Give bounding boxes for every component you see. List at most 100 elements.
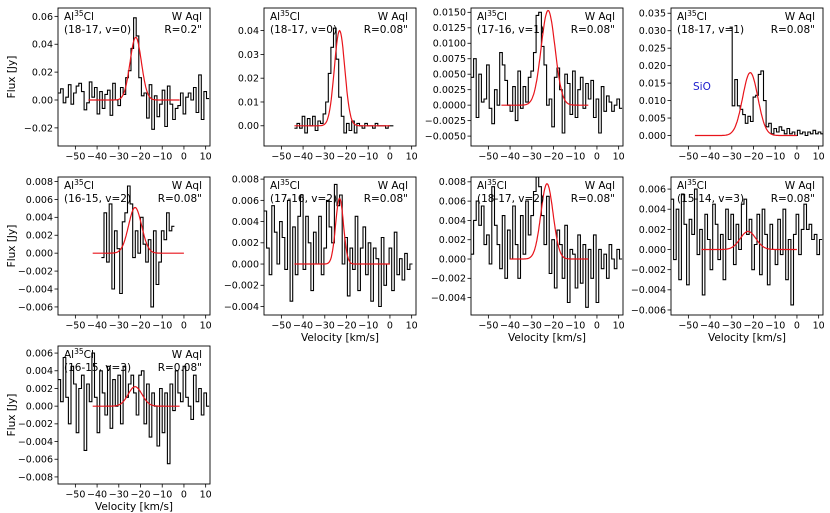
model-fit-line: [294, 197, 390, 265]
x-tick-label: −50: [271, 152, 291, 163]
y-axis-label: Flux [Jy]: [6, 225, 18, 268]
y-tick-label: 0.02: [238, 74, 259, 85]
spectrum-panel-1: −50 −40 −30 −20 −10 0 10 −0.02 0.00 0.02 0.04 0.06 A…: [6, 7, 212, 163]
x-tick-label: −40: [293, 321, 313, 332]
y-tick-label: −0.002: [431, 274, 466, 285]
y-tick-label: 0.005: [639, 113, 666, 124]
y-axis-label: Flux [Jy]: [6, 56, 18, 99]
y-axis-label: Flux [Jy]: [6, 394, 18, 437]
observed-spectrum-line: [58, 17, 210, 130]
transition-label: (18-17, v=0): [64, 24, 131, 36]
y-tick-label: 0.0000: [433, 101, 466, 112]
x-tick-label: −10: [152, 321, 172, 332]
molecule-element: Al: [677, 11, 687, 23]
transition-label: (18-17, v=0): [270, 24, 337, 36]
y-tick-label: 0.006: [439, 197, 466, 208]
observed-spectrum-line: [471, 177, 623, 308]
y-tick-label: 0.008: [26, 177, 53, 188]
x-tick-label: −40: [500, 321, 520, 332]
star-label: W Aql: [585, 11, 615, 23]
molecule-element: Cl: [84, 11, 94, 23]
molecule-label: Al35Cl: [270, 9, 300, 23]
y-tick-label: 0.006: [639, 184, 666, 195]
model-fit-line: [92, 206, 184, 254]
model-fit-line: [701, 230, 797, 251]
x-tick-label: −30: [522, 321, 542, 332]
aperture-label: R=0.08": [571, 193, 615, 205]
x-tick-label: 10: [200, 490, 212, 501]
aperture-label: R=0.08": [364, 24, 408, 36]
molecule-label: Al35Cl: [64, 347, 94, 361]
isotope-superscript: 35: [74, 178, 84, 187]
x-tick-label: −10: [152, 490, 172, 501]
x-tick-label: −40: [87, 321, 107, 332]
x-tick-label: −50: [678, 321, 698, 332]
x-tick-label: 10: [613, 152, 625, 163]
x-tick-label: 10: [200, 321, 212, 332]
molecule-element: Cl: [290, 11, 300, 23]
observed-spectrum-line: [294, 27, 394, 134]
molecule-element: Cl: [697, 11, 707, 23]
y-tick-label: 0.000: [439, 254, 466, 265]
isotope-superscript: 35: [74, 9, 84, 18]
axes-frame: [670, 7, 824, 147]
y-tick-label: 0.000: [26, 249, 53, 260]
y-tick-label: 0.004: [639, 205, 666, 216]
x-tick-label: −50: [65, 490, 85, 501]
x-tick-label: −30: [109, 490, 129, 501]
y-tick-label: 0.000: [639, 131, 666, 142]
x-tick-label: −40: [700, 321, 720, 332]
x-tick-label: −20: [743, 321, 763, 332]
x-tick-label: −20: [336, 321, 356, 332]
observed-spectrum-line: [729, 26, 823, 137]
y-tick-label: 0.002: [26, 231, 53, 242]
y-tick-label: −0.008: [18, 472, 53, 483]
molecule-element: Al: [64, 349, 74, 361]
molecule-element: Cl: [84, 349, 94, 361]
y-tick-label: −0.006: [631, 305, 666, 316]
y-tick-label: 0.000: [639, 245, 666, 256]
x-tick-label: −40: [700, 152, 720, 163]
spectrum-panel-4: −50 −40 −30 −20 −10 0 10 0.000 0.005 0.010 0.015 0.…: [639, 7, 825, 163]
sio-annotation: SiO: [693, 81, 711, 93]
y-tick-label: 0.004: [26, 366, 53, 377]
isotope-superscript: 35: [687, 9, 697, 18]
aperture-label: R=0.08": [771, 193, 815, 205]
y-tick-label: −0.004: [18, 437, 53, 448]
y-tick-label: 0.06: [32, 12, 53, 23]
y-tick-label: −0.004: [224, 302, 259, 313]
x-tick-label: −30: [315, 152, 335, 163]
x-tick-label: −10: [565, 152, 585, 163]
x-tick-label: 0: [794, 321, 800, 332]
isotope-superscript: 35: [487, 9, 497, 18]
y-tick-label: 0.004: [232, 217, 259, 228]
y-tick-label: −0.006: [18, 302, 53, 313]
axes-frame: [470, 176, 624, 316]
x-tick-label: −20: [743, 152, 763, 163]
x-tick-label: −50: [678, 152, 698, 163]
y-tick-label: −0.02: [24, 123, 53, 134]
transition-label: (18-17, v=1): [677, 24, 744, 36]
molecule-element: Cl: [697, 180, 707, 192]
y-tick-label: 0.025: [639, 44, 666, 55]
x-tick-label: 0: [181, 321, 187, 332]
y-tick-label: 0.04: [32, 40, 53, 51]
x-tick-label: 10: [406, 152, 418, 163]
x-tick-label: 0: [594, 321, 600, 332]
x-tick-label: 0: [594, 152, 600, 163]
aperture-label: R=0.08": [571, 24, 615, 36]
transition-label: (16-15, v=2): [64, 193, 131, 205]
molecule-label: Al35Cl: [270, 178, 300, 192]
isotope-superscript: 35: [280, 178, 290, 187]
molecule-element: Al: [477, 180, 487, 192]
molecule-label: Al35Cl: [677, 9, 707, 23]
y-tick-label: −0.002: [18, 266, 53, 277]
molecule-element: Cl: [290, 180, 300, 192]
spectrum-panel-2: −50 −40 −30 −20 −10 0 10 0.00 0.01 0.02 0.03 0.04 Al…: [238, 7, 418, 163]
observed-spectrum-line: [471, 11, 623, 134]
y-tick-label: 0.002: [639, 225, 666, 236]
y-tick-label: −0.002: [224, 281, 259, 292]
transition-label: (16-15, v=3): [64, 362, 131, 374]
y-tick-label: 0.020: [639, 61, 666, 72]
axes-frame: [263, 176, 417, 316]
